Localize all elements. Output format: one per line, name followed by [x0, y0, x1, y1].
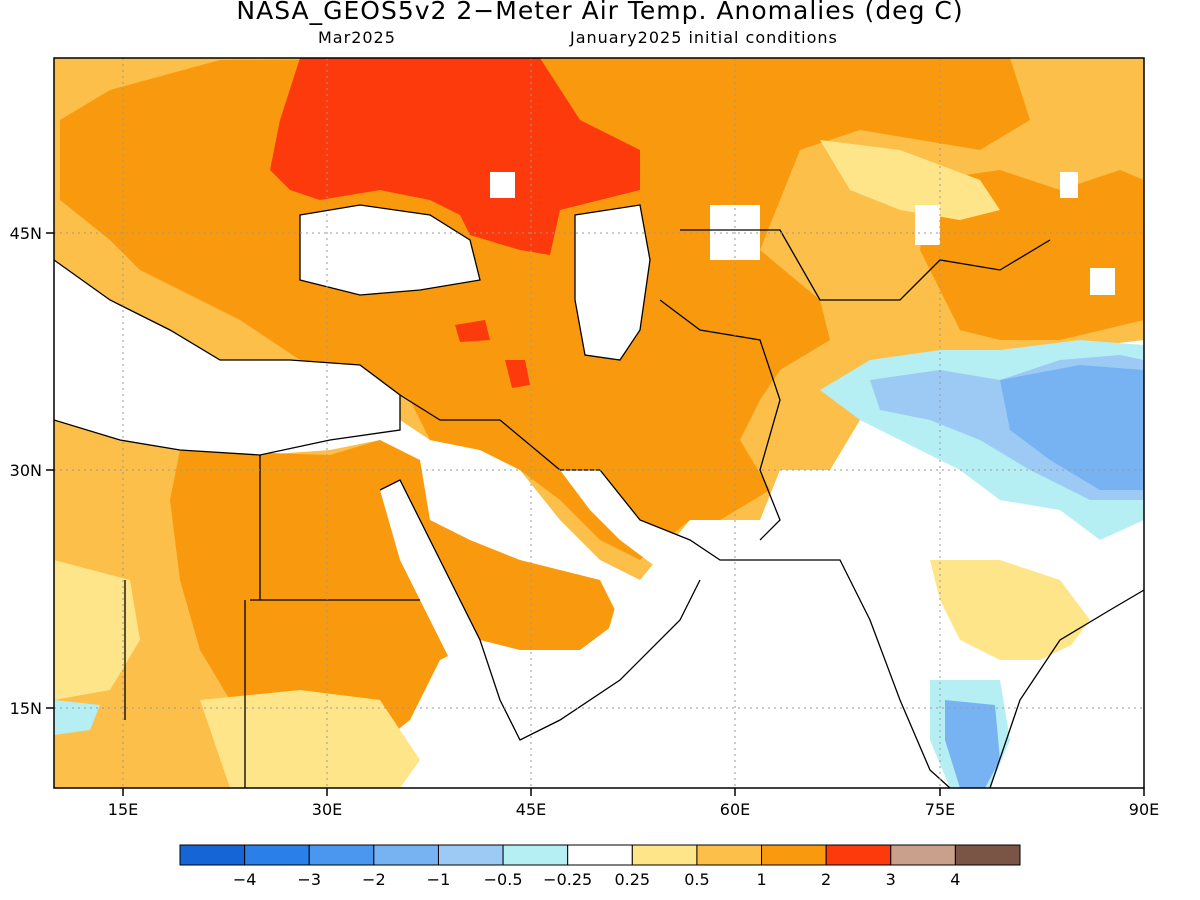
lon-label-60e: 60E [720, 800, 750, 819]
anomaly-area-red-ukraine-russia [270, 58, 640, 255]
colorbar-swatch [567, 844, 633, 866]
bay-of-bengal [1010, 610, 1144, 788]
lat-label-30n: 30N [10, 461, 42, 480]
colorbar-swatch [825, 844, 892, 866]
persian-gulf [560, 470, 690, 570]
colorbar-swatch [179, 844, 246, 866]
colorbar-swatch [954, 844, 1021, 866]
anomaly-area-pale-yellow-sahel [200, 690, 420, 788]
colorbar-swatch [631, 844, 698, 866]
mediterranean-sea [54, 260, 400, 455]
coastlines-borders [54, 204, 1144, 788]
colorbar-label: 0.25 [614, 870, 650, 889]
colorbar-swatch [890, 844, 956, 866]
latitude-labels: 45N 30N 15N [10, 224, 42, 718]
anomaly-area-red-iraq [505, 360, 530, 388]
lon-label-15e: 15E [108, 800, 138, 819]
lon-label-90e: 90E [1129, 800, 1159, 819]
longitude-labels: 15E 30E 45E 60E 75E 90E [108, 800, 1159, 819]
anomaly-area-blue-s-india [945, 700, 1000, 788]
colorbar-label: 2 [821, 870, 831, 889]
anomaly-area-pale-yellow-central-asia [820, 140, 1000, 220]
colorbar-swatch [502, 844, 569, 866]
anomaly-area-pale-yellow-eafrica [54, 560, 140, 700]
black-sea [300, 205, 480, 295]
anomaly-area-light-blue-ethiopia [54, 700, 100, 735]
colorbar-swatch [761, 844, 827, 866]
colorbar-swatch [308, 844, 375, 866]
colorbar-label: 0.5 [684, 870, 709, 889]
red-sea [380, 480, 500, 720]
lon-label-75e: 75E [925, 800, 955, 819]
colorbar-label: −4 [233, 870, 257, 889]
colorbar: −4 −3 −2 −1 −0.5 −0.25 0.25 0.5 1 2 3 4 [179, 844, 1021, 889]
tick-marks [46, 232, 1145, 796]
colorbar-label: 3 [886, 870, 896, 889]
colorbar-label: −2 [362, 870, 386, 889]
lat-label-45n: 45N [10, 224, 42, 243]
colorbar-swatch [373, 844, 439, 866]
lon-label-45e: 45E [516, 800, 546, 819]
anomaly-area-mid-blue-tibet [1000, 365, 1144, 490]
colorbar-swatch [696, 844, 763, 866]
graticule [54, 58, 1144, 788]
anomaly-area-red-turkey [455, 320, 490, 342]
caspian-sea [575, 205, 650, 360]
anomaly-area-pale-yellow-india [930, 560, 1090, 660]
initial-conditions: January2025 initial conditions [570, 28, 838, 47]
lon-label-30e: 30E [312, 800, 342, 819]
colorbar-label: −1 [427, 870, 451, 889]
forecast-month: Mar2025 [318, 28, 396, 47]
colorbar-label: 1 [756, 870, 766, 889]
map-frame [53, 57, 1145, 789]
colorbar-swatch [437, 844, 504, 866]
chart-title: NASA_GEOS5v2 2−Meter Air Temp. Anomalies… [236, 0, 964, 25]
lat-label-15n: 15N [10, 699, 42, 718]
arabian-sea [680, 560, 920, 788]
colorbar-label: 4 [950, 870, 960, 889]
colorbar-swatch [244, 844, 310, 866]
colorbar-label: −0.25 [543, 870, 592, 889]
colorbar-label: −0.5 [484, 870, 523, 889]
colorbar-label: −3 [297, 870, 321, 889]
anomaly-field [54, 58, 1144, 788]
